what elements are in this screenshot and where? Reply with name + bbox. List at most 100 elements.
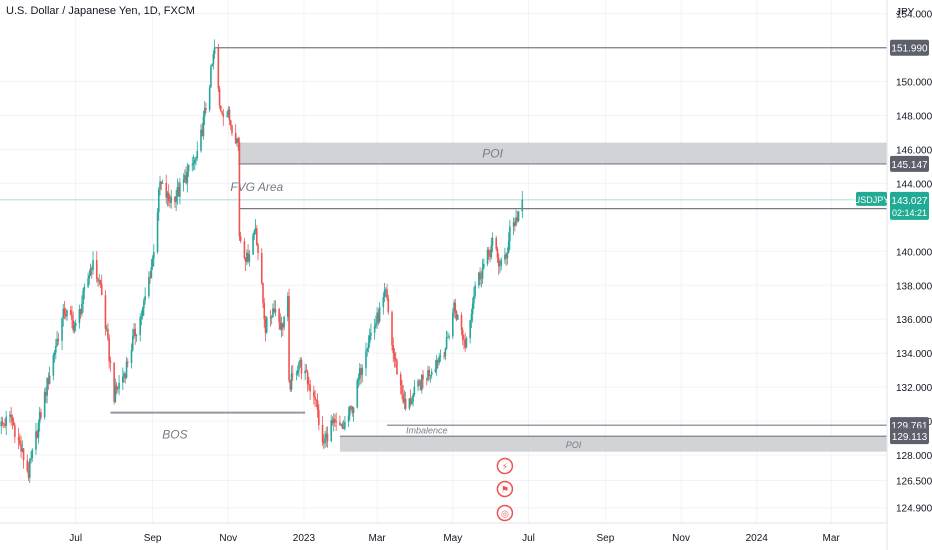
- candle-body: [179, 183, 181, 197]
- candle-body: [153, 252, 155, 259]
- time-tick-label: Mar: [369, 533, 387, 544]
- lightning-icon[interactable]: ⚡: [496, 457, 514, 475]
- event-glyph[interactable]: ⚡: [502, 463, 508, 473]
- candle-body: [159, 181, 161, 190]
- candle-body: [427, 370, 429, 381]
- candle-body: [370, 332, 372, 336]
- candle-body: [324, 438, 326, 444]
- candle-body: [149, 277, 151, 279]
- candle-body: [496, 248, 499, 258]
- price-tick-label: 140.000: [896, 247, 932, 258]
- event-markers-layer[interactable]: ⚡ ⚑ ◎: [496, 457, 514, 522]
- candle-body: [308, 384, 310, 386]
- candle-body: [22, 448, 25, 461]
- candle-body: [521, 199, 524, 212]
- candle-body: [469, 320, 471, 339]
- candle-body: [445, 337, 448, 349]
- price-tick-label: 138.000: [896, 281, 932, 292]
- event-circle[interactable]: [496, 504, 514, 522]
- candle-body: [506, 252, 509, 259]
- event-circle[interactable]: [496, 457, 514, 475]
- ticker-tag[interactable]: [856, 191, 887, 206]
- poi-zone: [238, 142, 888, 164]
- price-tick-label: 144.000: [896, 179, 932, 190]
- candle-body: [486, 249, 489, 264]
- flag-icon[interactable]: ⚑: [496, 480, 514, 498]
- candle-body: [291, 373, 294, 375]
- candle-body: [20, 444, 22, 452]
- level-price-label: 145.147: [891, 160, 928, 171]
- candle-body: [31, 449, 34, 459]
- event-circle[interactable]: [496, 480, 514, 498]
- candle-body: [210, 66, 212, 88]
- annotations-layer: FVG Area BOS Imbalence: [110, 180, 448, 442]
- candle-body: [134, 328, 137, 337]
- candle-body: [170, 196, 172, 203]
- candle-body: [403, 398, 406, 403]
- candle-body: [282, 323, 284, 328]
- candle-body: [358, 368, 361, 379]
- candle-body: [176, 187, 179, 197]
- candle-body: [255, 228, 258, 245]
- candle-body: [321, 424, 324, 443]
- time-tick-label: Sep: [144, 533, 162, 544]
- candle-body: [495, 238, 498, 249]
- candle-body: [166, 192, 169, 198]
- candle-body: [12, 421, 15, 426]
- candle-body: [401, 385, 403, 394]
- candle-body: [118, 382, 120, 389]
- candle-body: [69, 310, 72, 315]
- candle-body: [126, 361, 129, 364]
- candle-body: [221, 111, 223, 115]
- candle-body: [453, 302, 455, 314]
- time-tick-label: 2023: [293, 533, 316, 544]
- candle-body: [26, 460, 29, 471]
- candle-body: [262, 283, 264, 303]
- event-glyph[interactable]: ⚑: [501, 486, 509, 496]
- candle-body: [222, 114, 225, 117]
- time-axis[interactable]: Jul Sep Nov 2023 Mar May Jul Sep Nov 2024 Mar: [0, 522, 887, 544]
- price-axis[interactable]: 154.000 151.990 150.000 148.000 146.000 145.1…: [854, 0, 932, 550]
- dividend-icon[interactable]: ◎: [496, 504, 514, 522]
- candle-body: [124, 373, 127, 378]
- candle-body: [89, 268, 92, 276]
- candle-body: [318, 410, 320, 425]
- candle-body: [212, 53, 215, 65]
- candle-body: [218, 88, 221, 106]
- candle-body: [428, 370, 431, 377]
- candle-body: [193, 159, 196, 164]
- candle-body: [263, 302, 266, 320]
- candle-body: [463, 339, 465, 341]
- candle-body: [298, 362, 300, 370]
- candle-body: [296, 369, 299, 374]
- candle-body: [377, 312, 380, 322]
- candle-body: [79, 309, 82, 315]
- candle-body: [95, 260, 98, 279]
- candle-body: [55, 346, 57, 353]
- candle-body: [299, 359, 302, 363]
- candle-body: [430, 371, 433, 376]
- candle-body: [205, 108, 207, 110]
- candle-body: [264, 319, 267, 333]
- candle-body: [515, 217, 517, 226]
- candle-body: [471, 303, 474, 315]
- candle-body: [499, 265, 501, 267]
- time-tick-label: Sep: [596, 533, 614, 544]
- candle-body: [280, 323, 283, 330]
- candle-body: [365, 351, 367, 369]
- candle-body: [148, 277, 150, 297]
- candle-body: [57, 338, 60, 341]
- candle-body: [48, 375, 51, 384]
- candle-body: [460, 315, 463, 331]
- candle-body: [422, 374, 424, 380]
- event-glyph[interactable]: ◎: [501, 510, 509, 520]
- candle-body: [272, 308, 274, 317]
- candle-body: [412, 394, 414, 402]
- candle-body: [5, 416, 8, 426]
- candle-body: [474, 285, 476, 297]
- candle-body: [456, 315, 459, 320]
- candle-body: [244, 257, 247, 262]
- poi-label: POI: [566, 440, 582, 450]
